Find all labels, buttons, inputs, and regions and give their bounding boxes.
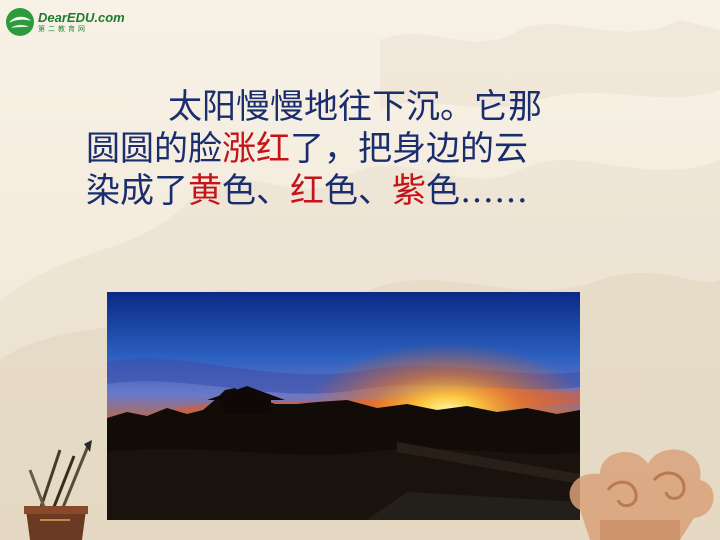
site-logo[interactable]: DearEDU.com 第二教育网 (4, 4, 125, 40)
highlight-word: 黄 (188, 171, 222, 211)
globe-leaf-icon (6, 8, 34, 36)
highlight-word: 红 (290, 171, 324, 211)
poem-segment: 染成了 (86, 171, 188, 211)
auspicious-cloud-icon (569, 449, 714, 540)
logo-brand-text: DearEDU.com (38, 10, 125, 25)
logo-subtitle: 第二教育网 (38, 25, 88, 33)
sunset-photo (107, 292, 580, 520)
poem-segment: 色…… (426, 171, 528, 211)
poem-segment: 色、 (324, 171, 392, 211)
poem-segment: 了，把身边的云 (290, 129, 528, 169)
poem-line-1: 太阳慢慢地往下沉。它那 (168, 87, 542, 127)
brush-pot-icon (24, 440, 92, 540)
poem-line-2: 圆圆的脸涨红了，把身边的云 (86, 128, 626, 170)
highlight-word: 紫 (392, 171, 426, 211)
sunset-over-great-wall-image (107, 292, 580, 520)
poem-segment: 色、 (222, 171, 290, 211)
poem-text: 太阳慢慢地往下沉。它那 圆圆的脸涨红了，把身边的云 染成了黄色、红色、紫色…… (86, 86, 626, 212)
poem-line-3: 染成了黄色、红色、紫色…… (86, 170, 626, 212)
poem-segment: 圆圆的脸 (86, 129, 222, 169)
highlight-word: 涨红 (222, 129, 290, 169)
